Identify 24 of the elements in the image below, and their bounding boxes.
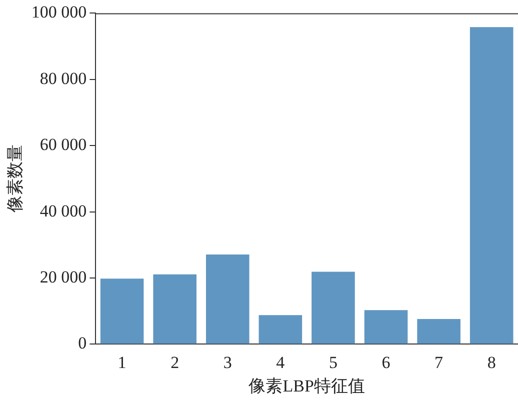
- y-tick-label: 0: [78, 334, 87, 353]
- y-tick-label: 80 000: [40, 68, 87, 88]
- x-tick-label: 5: [328, 352, 338, 372]
- bar: [417, 319, 460, 344]
- bar: [206, 254, 250, 344]
- bar: [470, 27, 514, 344]
- x-tick-label: 3: [223, 352, 232, 372]
- x-tick-label: 4: [276, 352, 286, 372]
- x-tick-label: 8: [487, 352, 496, 372]
- y-tick-label: 100 000: [31, 2, 87, 22]
- bar: [258, 315, 302, 344]
- bar: [100, 278, 144, 344]
- y-tick-label: 40 000: [40, 201, 87, 220]
- x-axis-title: 像素LBP特征值: [248, 376, 365, 396]
- bar: [153, 274, 196, 344]
- y-tick-label: 60 000: [40, 135, 87, 154]
- y-axis-title: 像素数量: [6, 144, 25, 213]
- x-tick-label: 2: [170, 352, 180, 372]
- bar: [312, 272, 355, 344]
- x-tick-label: 6: [382, 352, 390, 372]
- y-tick-label: 20 000: [40, 267, 87, 286]
- bar: [364, 310, 408, 344]
- x-tick-label: 1: [118, 352, 126, 372]
- x-tick-label: 7: [434, 352, 444, 372]
